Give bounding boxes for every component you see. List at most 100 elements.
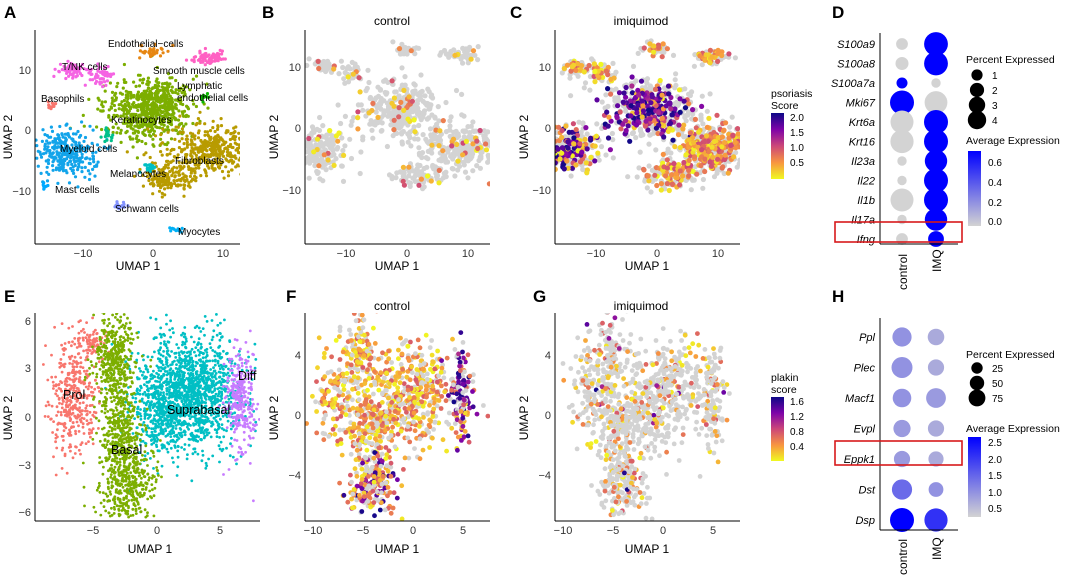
umap-cell-gray xyxy=(462,169,469,175)
umap-cell-gray xyxy=(465,124,471,130)
umap-cell-keratinocytes xyxy=(139,105,143,110)
umap-cell-smooth-muscle-cells xyxy=(201,54,206,59)
umap-cell-keratinocytes xyxy=(166,102,171,107)
umap-cell-keratinocytes xyxy=(184,85,188,89)
umap-cell-scored xyxy=(598,61,604,67)
umap-cell-keratinocytes xyxy=(205,82,209,86)
umap-cell-gray xyxy=(500,125,505,130)
umap-cell-keratinocytes xyxy=(141,78,145,82)
umap-cell-fibroblasts xyxy=(242,137,245,140)
umap-cell-keratinocytes xyxy=(141,105,146,109)
umap-cell-scored xyxy=(577,141,583,147)
dot-imq-krt16 xyxy=(924,129,948,154)
umap-cell-gray xyxy=(634,174,640,180)
panel-b-ylabel: UMAP 2 xyxy=(267,114,281,159)
umap-cell-keratinocytes xyxy=(96,107,100,111)
umap-cell-scored xyxy=(658,187,664,193)
umap-cell-fibroblasts xyxy=(179,167,183,171)
umap-cell-scored xyxy=(496,137,501,142)
umap-cell-tnk-cells xyxy=(64,76,68,81)
umap-cell-scored xyxy=(316,65,322,72)
umap-cell-scored xyxy=(719,52,725,59)
umap-cell-fibroblasts xyxy=(228,159,232,163)
umap-cell-keratinocytes xyxy=(132,95,136,99)
umap-cell-fibroblasts xyxy=(248,143,251,146)
umap-cell-keratinocytes xyxy=(103,100,107,104)
umap-cell-gray xyxy=(613,69,619,75)
percent-legend-label: 4 xyxy=(992,116,998,127)
umap-cell-scored xyxy=(428,178,434,184)
umap-cell-myeloid-cells xyxy=(36,164,40,168)
umap-cell-gray xyxy=(692,52,698,58)
umap-cell-fibroblasts xyxy=(166,162,170,167)
umap-cell-scored xyxy=(686,137,692,143)
umap-cell-tnk-cells xyxy=(109,72,113,76)
umap-cell-fibroblasts xyxy=(205,144,209,148)
umap-cell-fibroblasts xyxy=(170,174,174,178)
umap-cell-scored xyxy=(645,107,652,113)
panel-b-ytick: −10 xyxy=(282,185,301,197)
umap-cell-keratinocytes xyxy=(139,93,143,98)
umap-cell-fibroblasts xyxy=(175,166,179,170)
percent-legend-label: 2 xyxy=(992,86,998,97)
umap-cell-suprabasal xyxy=(188,417,192,420)
umap-cell-keratinocytes xyxy=(146,76,150,80)
umap-cell-fibroblasts xyxy=(153,134,158,138)
umap-cell-gray xyxy=(305,149,309,155)
umap-cell-scored xyxy=(708,163,715,169)
umap-cell-fibroblasts xyxy=(183,174,187,178)
umap-cell-fibroblasts xyxy=(165,153,169,157)
umap-cell-schwann-cells xyxy=(115,200,119,204)
umap-cell-scored xyxy=(677,109,683,115)
umap-cell-myeloid-cells xyxy=(35,138,38,142)
umap-cell-scored xyxy=(396,105,402,111)
umap-cell-gray xyxy=(399,141,405,147)
umap-cell-gray xyxy=(605,103,611,109)
umap-cell-gray xyxy=(568,173,574,179)
umap-cell-scored xyxy=(592,79,598,85)
umap-cell-myeloid-cells xyxy=(76,185,80,189)
umap-cell-keratinocytes xyxy=(109,118,113,122)
umap-cell-suprabasal xyxy=(187,372,190,375)
umap-cell-scored xyxy=(355,109,361,115)
umap-cell-gray xyxy=(610,155,616,161)
umap-cell-tnk-cells xyxy=(94,72,98,76)
panel-c-ytick: −10 xyxy=(532,185,551,197)
umap-cell-myeloid-cells xyxy=(74,140,78,144)
umap-cell-gray xyxy=(756,146,761,151)
umap-cell-scored xyxy=(470,141,476,147)
umap-cell-fibroblasts xyxy=(202,140,206,144)
umap-cell-fibroblasts xyxy=(212,143,216,147)
umap-cell-keratinocytes xyxy=(206,106,210,110)
umap-cell-fibroblasts xyxy=(247,149,250,152)
umap-cell-scored xyxy=(593,133,600,139)
umap-cell-scored xyxy=(707,47,714,54)
umap-cell-gray xyxy=(389,176,395,182)
umap-cell-scored xyxy=(545,145,550,150)
umap-cell-fibroblasts xyxy=(166,186,170,190)
umap-cell-gray xyxy=(443,169,449,175)
umap-cell-gray xyxy=(580,166,586,173)
umap-cell-tnk-cells xyxy=(69,61,73,66)
umap-cell-gray xyxy=(443,99,449,106)
umap-cell-keratinocytes xyxy=(169,116,173,120)
umap-cell-fibroblasts xyxy=(203,122,207,126)
umap-cell-fibroblasts xyxy=(151,192,155,196)
umap-cell-gray xyxy=(378,106,384,112)
umap-cell-keratinocytes xyxy=(131,131,135,135)
umap-cell-fibroblasts xyxy=(178,131,182,135)
umap-cell-myeloid-cells xyxy=(35,144,39,148)
umap-cell-fibroblasts xyxy=(177,146,181,150)
umap-cell-gray xyxy=(314,156,320,162)
umap-cell-fibroblasts xyxy=(172,165,176,169)
dot-imq-mki67 xyxy=(924,91,948,114)
umap-cell-gray xyxy=(714,166,720,172)
panel-c-xtick: 0 xyxy=(654,248,660,260)
umap-cell-gray xyxy=(537,162,542,167)
umap-cell-fibroblasts xyxy=(249,162,252,165)
panel-label-h: H xyxy=(832,287,844,306)
gene-label: Krt6a xyxy=(849,117,875,129)
umap-cell-suprabasal xyxy=(192,340,196,344)
umap-cell-suprabasal xyxy=(235,462,238,466)
umap-cell-gray xyxy=(309,124,316,130)
